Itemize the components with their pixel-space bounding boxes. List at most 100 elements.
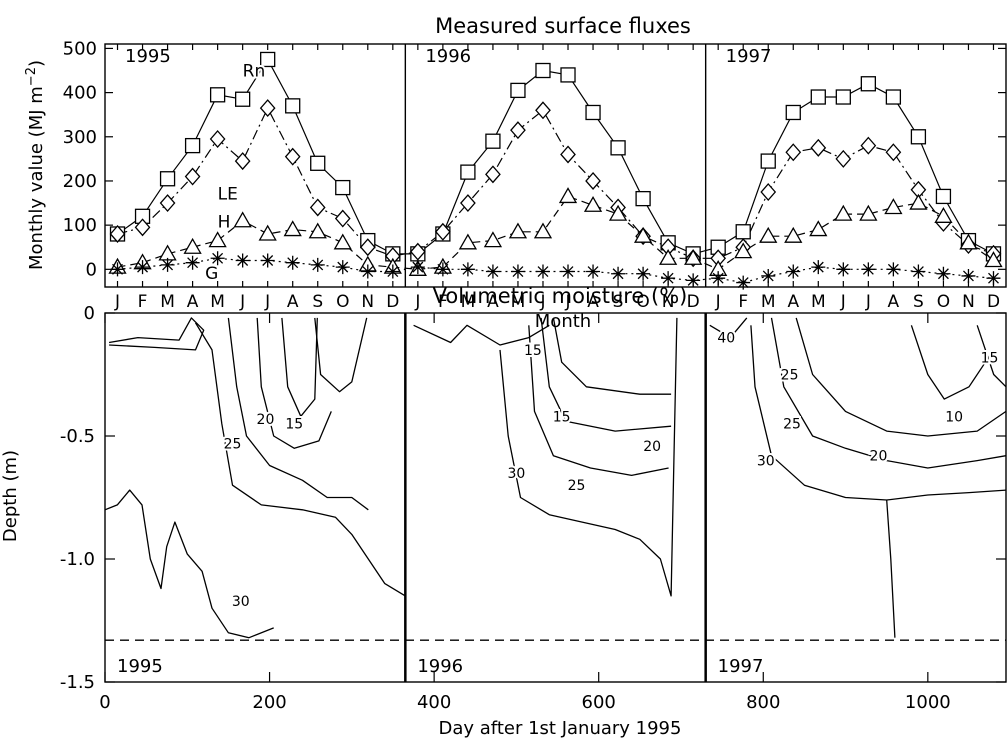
month-tick-label: M <box>461 292 476 312</box>
le-marker <box>885 143 902 162</box>
le-marker <box>560 145 576 164</box>
contour-line-30 <box>314 317 368 393</box>
rn-marker <box>935 188 952 205</box>
le-marker <box>585 171 601 190</box>
g-marker <box>861 262 876 277</box>
contour-label: 10 <box>945 409 963 425</box>
g-marker <box>961 268 976 283</box>
g-marker <box>335 260 350 275</box>
month-tick-label: A <box>487 292 499 312</box>
rn-marker <box>235 91 251 107</box>
h-marker <box>458 233 478 250</box>
h-marker <box>633 226 653 243</box>
y-tick-label: 300 <box>63 127 97 148</box>
month-tick-label: M <box>511 292 526 312</box>
g-marker <box>886 262 901 277</box>
rn-marker <box>485 133 501 149</box>
g-marker <box>561 264 576 279</box>
x-tick-label: 400 <box>417 692 451 713</box>
g-marker <box>986 271 1001 286</box>
g-marker <box>611 266 626 281</box>
le-marker <box>760 183 777 201</box>
g-marker <box>410 260 425 275</box>
contour-line-40 <box>709 317 748 339</box>
month-tick-label: J <box>114 292 120 312</box>
contour-line-10 <box>910 325 986 400</box>
x-tick-label: 600 <box>582 692 616 713</box>
contour-label: 25 <box>783 417 801 433</box>
h-marker <box>608 204 628 221</box>
g-marker <box>460 262 475 277</box>
g-marker <box>661 271 676 286</box>
svg-text:Monthly value (MJ m−2): Monthly value (MJ m−2) <box>24 60 47 270</box>
contour-label: 15 <box>285 417 303 433</box>
year-label: 1996 <box>417 656 463 677</box>
top-ylabel-superscript: −2 <box>24 67 39 86</box>
contour-line-25 <box>528 325 669 477</box>
contour-label: 20 <box>870 449 888 465</box>
bottom-ylabel: Depth (m) <box>0 450 21 542</box>
rn-marker <box>335 179 351 196</box>
h-marker <box>233 211 252 228</box>
h-marker <box>208 231 227 248</box>
h-marker <box>659 248 678 265</box>
g-marker <box>110 262 125 277</box>
rn-marker <box>260 51 276 68</box>
month-tick-label: J <box>264 292 270 312</box>
g-marker <box>310 257 325 272</box>
rn-marker <box>585 104 601 121</box>
contour-line-30 <box>194 322 406 597</box>
top-ylabel-close: ) <box>26 60 47 67</box>
series-label-le: LE <box>218 184 238 204</box>
y-tick-label: -0.5 <box>60 426 95 447</box>
g-marker <box>360 264 375 279</box>
month-tick-label: A <box>787 292 799 312</box>
month-tick-label: J <box>565 292 571 312</box>
month-tick-label: F <box>138 292 148 312</box>
rn-marker <box>159 171 176 187</box>
h-marker <box>859 204 878 221</box>
h-marker <box>759 226 778 243</box>
contour-line-15 <box>552 317 672 395</box>
month-tick-label: J <box>715 292 721 312</box>
g-marker <box>260 253 275 268</box>
le-marker <box>209 130 226 148</box>
month-tick-label: J <box>865 292 871 312</box>
h-marker <box>583 195 603 212</box>
month-tick-label: S <box>613 292 624 312</box>
h-marker <box>183 237 202 254</box>
x-tick-label: 800 <box>746 692 780 713</box>
le-marker <box>134 218 151 237</box>
contour-label: 15 <box>981 350 999 366</box>
month-tick-label: N <box>962 292 975 312</box>
bottom-chart-title: Volumetric moisture (%) <box>433 284 688 308</box>
h-marker <box>959 233 978 250</box>
le-marker <box>334 209 351 228</box>
rn-marker <box>285 98 301 114</box>
h-marker <box>834 204 853 221</box>
series-line-h <box>117 195 994 270</box>
le-marker <box>184 167 201 186</box>
series-line-g <box>117 257 994 284</box>
contour-label: 15 <box>553 409 571 425</box>
h-marker <box>784 226 803 243</box>
g-marker <box>435 262 450 277</box>
g-marker <box>285 255 300 270</box>
contour-line-25 <box>770 317 1007 469</box>
year-label: 1995 <box>125 46 171 67</box>
contour-label: 30 <box>232 594 250 610</box>
y-tick-label: 200 <box>63 171 97 192</box>
month-tick-label: J <box>414 292 420 312</box>
le-marker <box>359 238 376 257</box>
h-marker <box>934 206 953 223</box>
rn-marker <box>635 190 651 207</box>
series-label-rn: Rn <box>243 62 266 82</box>
year-label: 1995 <box>117 656 163 677</box>
rn-marker <box>209 87 226 103</box>
contour-line-30 <box>104 489 274 639</box>
h-marker <box>508 222 528 239</box>
month-tick-label: M <box>210 292 225 312</box>
g-marker <box>135 260 150 275</box>
